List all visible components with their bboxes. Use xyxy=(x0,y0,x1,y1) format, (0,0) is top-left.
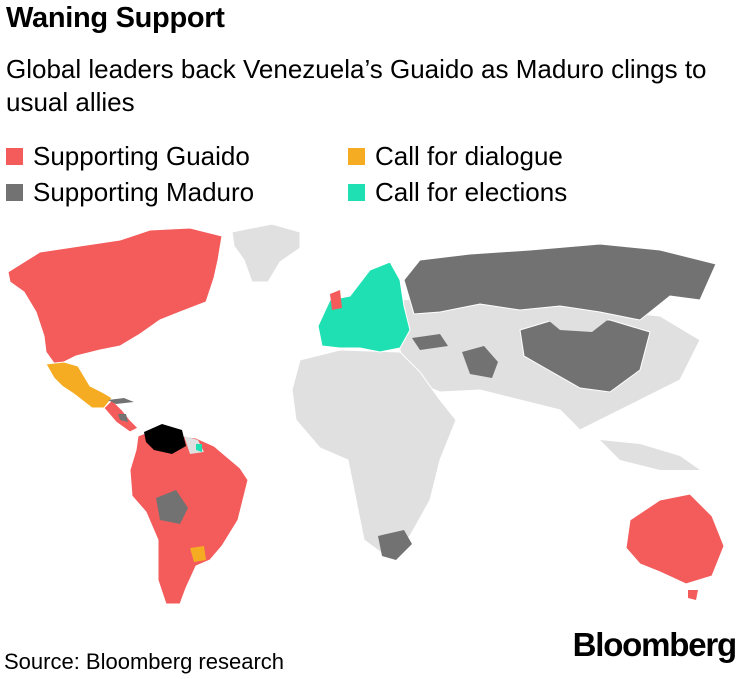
region-uruguay xyxy=(190,546,206,562)
region-greenland xyxy=(231,223,301,283)
region-north-america xyxy=(7,227,223,367)
region-cuba xyxy=(108,398,134,404)
region-southeast-asia xyxy=(600,440,700,470)
source-note: Source: Bloomberg research xyxy=(4,649,285,674)
region-south-america xyxy=(129,431,249,605)
region-uk xyxy=(330,290,342,310)
region-turkey xyxy=(412,334,448,350)
region-europe xyxy=(317,261,411,353)
legend-item-call-for-dialogue: Call for dialogue xyxy=(348,141,563,172)
bloomberg-logo: Bloomberg xyxy=(572,626,738,663)
legend-label-elections: Call for elections xyxy=(375,177,568,207)
chart-title: Waning Support xyxy=(6,2,225,34)
legend-item-supporting-maduro: Supporting Maduro xyxy=(6,177,254,208)
legend-swatch-dialogue xyxy=(348,148,365,165)
world-map xyxy=(7,223,725,605)
region-australia xyxy=(625,493,725,585)
legend-swatch-guaido xyxy=(6,148,23,165)
region-mexico xyxy=(45,361,113,409)
region-venezuela xyxy=(144,424,186,454)
legend-item-call-for-elections: Call for elections xyxy=(348,177,567,208)
legend-item-supporting-guaido: Supporting Guaido xyxy=(6,141,250,172)
region-south-africa xyxy=(378,530,412,560)
legend-swatch-elections xyxy=(348,184,365,201)
region-bolivia xyxy=(156,490,188,524)
region-mongolia xyxy=(548,312,610,332)
region-russia xyxy=(403,243,717,321)
chart-subtitle: Global leaders back Venezuela’s Guaido a… xyxy=(6,54,707,117)
legend-swatch-maduro xyxy=(6,184,23,201)
region-tasmania xyxy=(688,590,698,600)
legend-label-dialogue: Call for dialogue xyxy=(375,141,563,171)
legend-label-maduro: Supporting Maduro xyxy=(33,177,255,207)
legend-label-guaido: Supporting Guaido xyxy=(33,141,250,171)
region-africa xyxy=(291,349,457,557)
region-nicaragua xyxy=(118,414,128,422)
region-iran xyxy=(462,346,498,378)
region-french-guiana xyxy=(196,444,202,452)
